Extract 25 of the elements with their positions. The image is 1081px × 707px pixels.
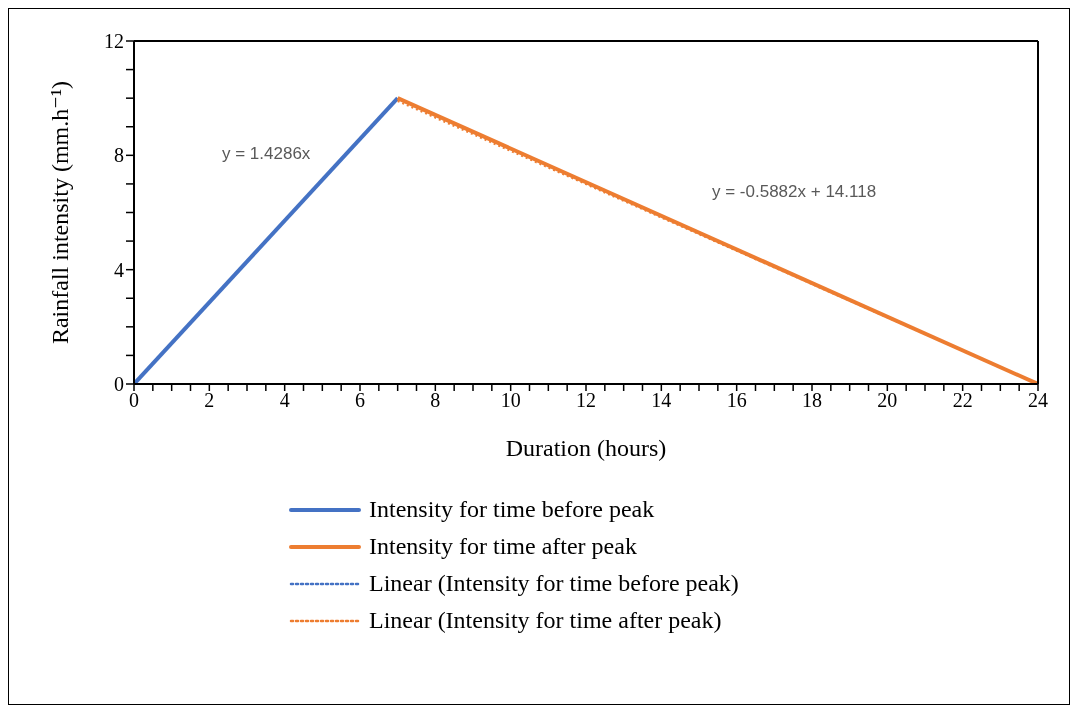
legend-label: Intensity for time before peak (369, 496, 655, 523)
y-tick-label: 4 (114, 258, 124, 281)
x-tick-label: 20 (877, 389, 898, 412)
annotation: y = 1.4286x (222, 144, 311, 164)
y-tick-label: 8 (114, 144, 124, 167)
x-tick-label: 12 (576, 389, 596, 412)
y-axis-title: Rainfall intensity (mm.h⁻¹) (46, 80, 73, 345)
x-tick-label: 8 (430, 389, 441, 412)
x-tick-label: 10 (500, 389, 521, 412)
x-tick-label: 2 (204, 389, 215, 412)
x-tick-label: 24 (1028, 389, 1048, 412)
y-tick-label: 0 (114, 373, 124, 396)
x-tick-label: 18 (802, 389, 822, 412)
x-tick-label: 22 (952, 389, 973, 412)
x-axis-title: Duration (hours) (505, 435, 667, 461)
x-tick-label: 4 (279, 389, 290, 412)
x-tick-label: 16 (726, 389, 747, 412)
x-tick-label: 0 (129, 389, 139, 412)
legend-label: Intensity for time after peak (369, 533, 637, 560)
y-tick-label: 12 (104, 30, 124, 53)
legend-label: Linear (Intensity for time after peak) (369, 607, 722, 634)
legend-label: Linear (Intensity for time before peak) (369, 570, 739, 597)
x-tick-label: 6 (355, 389, 365, 412)
x-tick-label: 14 (651, 389, 672, 412)
annotation: y = -0.5882x + 14.118 (712, 182, 877, 202)
